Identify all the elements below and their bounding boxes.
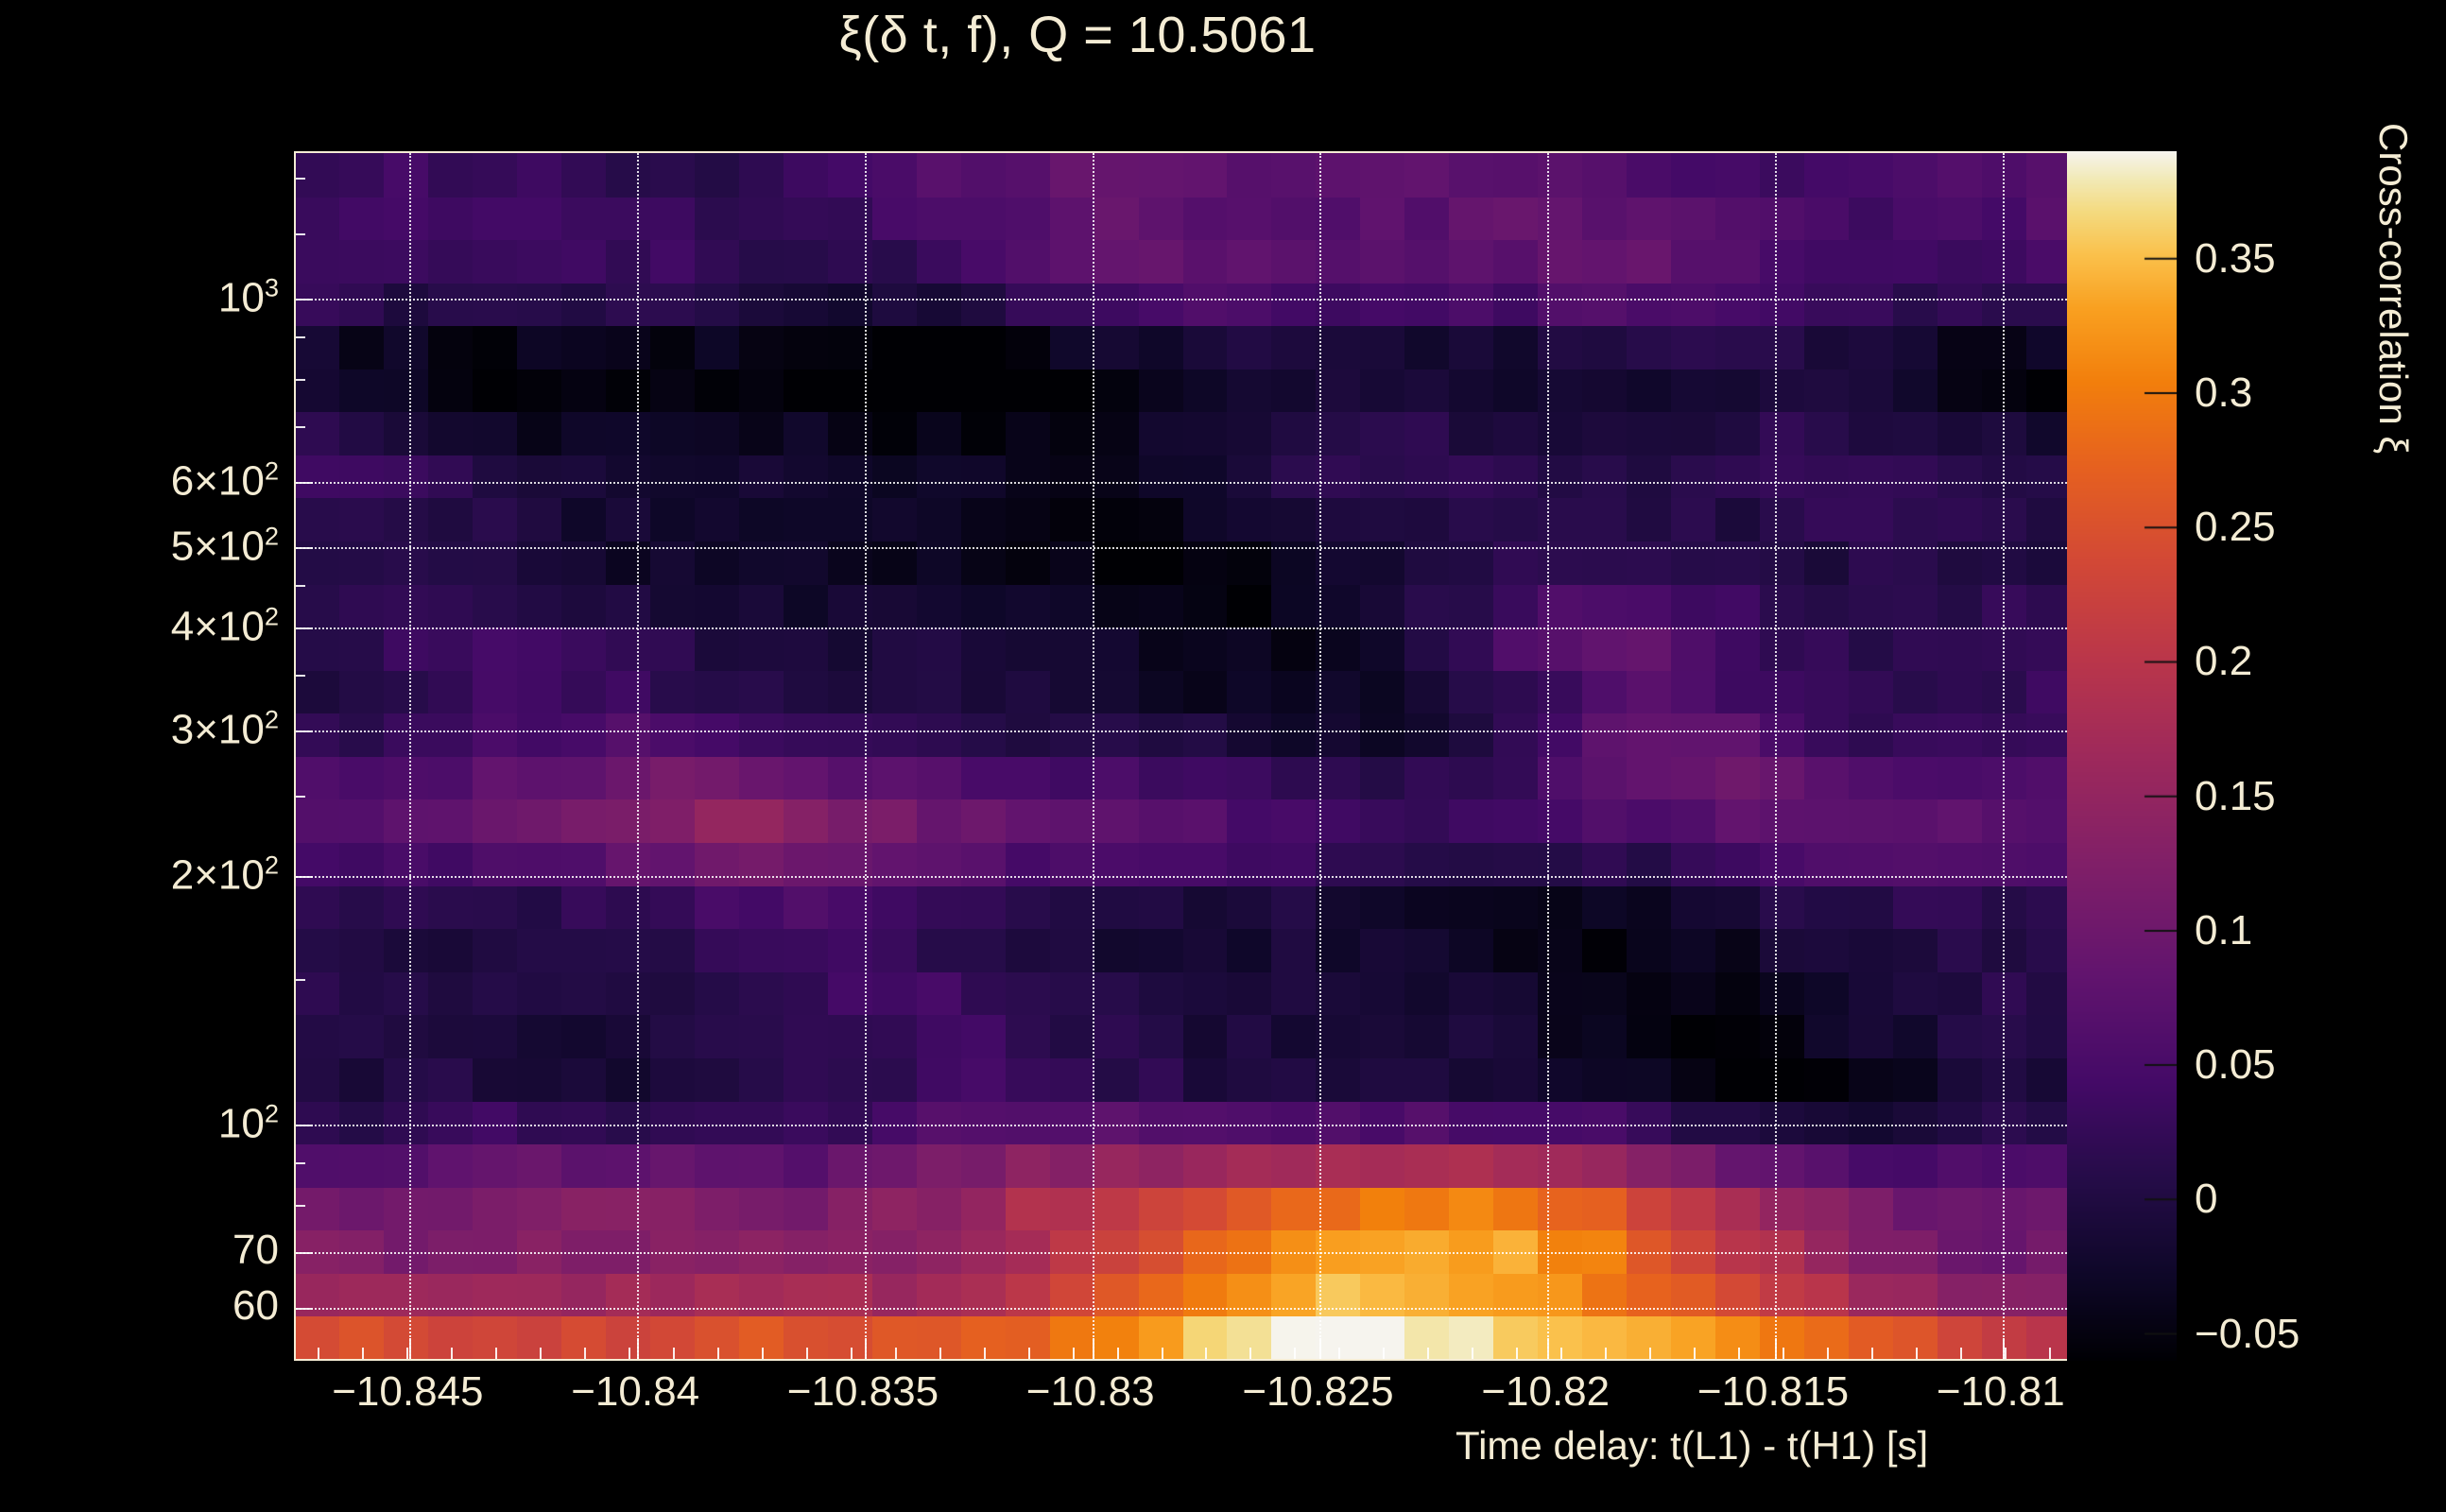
colorbar[interactable] [2067,151,2177,1361]
y-tick-label-exponent: 2 [264,521,279,551]
y-tick-label-exponent: 2 [264,601,279,631]
plot-area[interactable] [294,151,2073,1361]
y-tick-label: 6×102 [171,457,279,502]
y-tick-label: 4×102 [171,603,279,647]
page-title: ξ(δ t, f), Q = 10.5061 [838,7,1317,63]
y-tick-label: 5×102 [170,521,279,570]
y-tick-label: 70 [233,1229,279,1271]
y-tick-label-mantissa: 60 [233,1281,279,1329]
y-tick-label-exponent: 2 [264,704,279,734]
colorbar-tick-label: −0.05 [2195,1310,2300,1357]
x-tick-label: −10.83 [1025,1368,1155,1415]
colorbar-tick-label: 0.1 [2195,906,2253,954]
y-tick-label: 102 [218,1100,279,1144]
y-tick-label-mantissa: 4×10 [170,602,265,649]
colorbar-gradient [2067,151,2177,1361]
y-tick-label-exponent: 3 [264,272,279,302]
y-axis-ticks: 103 6×102 5×102 4×102 3×102 2×102 102 70 60 [113,151,279,1361]
y-tick-label: 60 [233,1281,279,1329]
y-tick-label-mantissa: 3×10 [170,706,265,753]
colorbar-tick-label: 0.15 [2195,772,2276,819]
y-tick-label: 2×102 [171,851,279,896]
x-axis-title: Time delay: t(L1) - t(H1) [s] [1456,1423,1929,1468]
colorbar-tick-label: 0.2 [2195,638,2253,685]
colorbar-tick-label: 0.3 [2195,369,2253,416]
y-tick-label-mantissa: 10 [217,1100,265,1147]
y-tick-label-exponent: 2 [264,1098,279,1128]
colorbar-tick-label: 0 [2195,1176,2218,1223]
y-tick-label-mantissa: 5×10 [170,523,265,570]
heatmap-canvas [296,153,2071,1359]
colorbar-title: Cross-correlation ξ [2371,123,2416,455]
colorbar-tick-label: 0.35 [2195,234,2276,282]
x-tick-label: −10.81 [1936,1368,2065,1415]
colorbar-tick-label: 0.05 [2195,1041,2276,1089]
x-axis-ticks: −10.845 −10.84 −10.835 −10.83 −10.825 −10.82 −… [294,1368,2073,1425]
x-tick-label: −10.845 [332,1368,484,1415]
y-tick-label-mantissa: 70 [233,1227,279,1274]
y-tick-label-mantissa: 2×10 [170,851,265,899]
colorbar-tick-label: 0.25 [2195,504,2276,551]
y-tick-label: 103 [217,272,279,321]
x-tick-label: −10.82 [1481,1368,1611,1415]
x-tick-label: −10.815 [1697,1368,1850,1415]
y-tick-label-exponent: 2 [264,850,279,880]
y-tick-label-exponent: 2 [264,455,279,486]
y-tick-label-mantissa: 10 [217,274,265,321]
y-tick-label: 3×102 [170,704,279,753]
x-tick-label: −10.825 [1242,1368,1394,1415]
y-tick-label-mantissa: 6×10 [170,457,265,505]
x-tick-label: −10.84 [571,1368,700,1415]
x-tick-label: −10.835 [786,1368,939,1415]
